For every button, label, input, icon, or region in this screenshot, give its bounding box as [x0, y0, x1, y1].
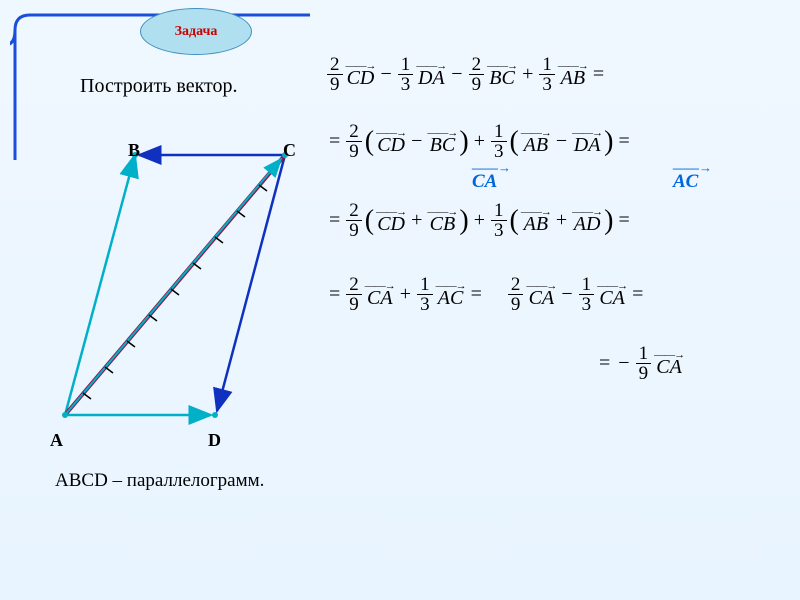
math-line-3: ——→CA ——→AC = 29 ( ——→CD + ——→CB ) + 13 … [325, 201, 785, 240]
annotation-ca: ——→CA [472, 171, 497, 193]
math-line-2: = 29 ( ——→CD − ——→BC ) + 13 ( ——→AB − ——… [325, 122, 785, 161]
annotation-ac: ——→AC [673, 171, 698, 193]
math-line-4: = 29 ——→CA + 13 ——→AC = 29 ——→CA − 13 ——… [325, 275, 785, 314]
parallelogram-diagram [35, 135, 315, 445]
math-line-5: = − 19 ——→CA [595, 344, 785, 383]
task-badge: Задача [140, 8, 252, 55]
label-d: D [208, 430, 221, 451]
math-derivation: 29 ——→CD − 13 ——→DA − 29 ——→BC + 13 ——→A… [325, 55, 785, 411]
label-c: С [283, 140, 296, 161]
badge-text: Задача [175, 24, 218, 39]
label-a: А [50, 430, 63, 451]
math-line-1: 29 ——→CD − 13 ——→DA − 29 ——→BC + 13 ——→A… [325, 55, 785, 94]
task-prompt: Построить вектор. [80, 75, 238, 98]
label-b: В [128, 140, 140, 161]
shape-description: АВСD – параллелограмм. [55, 470, 264, 492]
